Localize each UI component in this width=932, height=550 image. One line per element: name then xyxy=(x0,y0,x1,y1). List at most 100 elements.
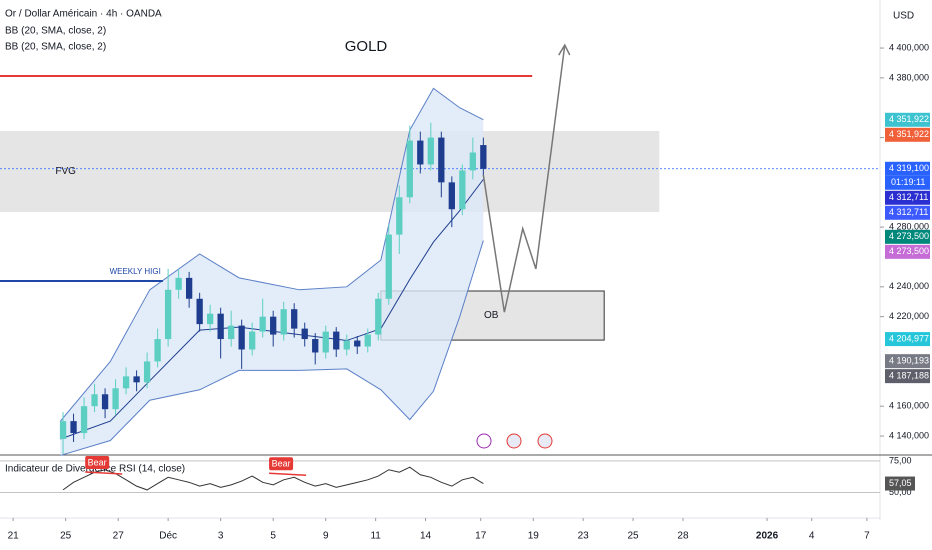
price-label-bg xyxy=(885,161,930,176)
candle-body xyxy=(206,313,214,325)
symbol: Or / Dollar Américain · 4h · OANDA xyxy=(5,9,162,20)
icon[interactable] xyxy=(476,433,492,449)
candle-body xyxy=(133,376,140,383)
candle-body xyxy=(406,140,413,198)
signal-label: Bear xyxy=(88,457,107,467)
price-label: 4 187,188 xyxy=(889,371,929,381)
candle-body xyxy=(238,325,245,350)
signal-line xyxy=(85,471,123,475)
candle-body xyxy=(469,152,476,171)
chart-title: GOLD xyxy=(345,38,388,55)
countdown-bg xyxy=(885,175,930,190)
candle-body xyxy=(333,331,340,350)
rsi-value: 57,05 xyxy=(889,478,912,488)
price-label-bg xyxy=(885,369,930,384)
price-label: 4 273,500 xyxy=(889,246,929,256)
price-label: 4 204,977 xyxy=(889,333,929,343)
signal-bg xyxy=(269,457,294,471)
candle-body xyxy=(322,331,329,353)
rsi-title: Indicateur de Divergence RSI (14, close) xyxy=(5,464,185,475)
candle-body xyxy=(80,406,88,434)
event-icons xyxy=(476,433,553,449)
y-tick-label: 4 240,000 xyxy=(889,281,929,291)
candle-body xyxy=(448,182,455,210)
price-label: 4 273,500 xyxy=(889,231,929,241)
candle-body xyxy=(301,328,308,340)
x-tick-label: 5 xyxy=(270,531,276,542)
y-tick-label: 75,00 xyxy=(889,455,912,465)
arrow-head xyxy=(558,43,571,56)
candle-body xyxy=(164,289,172,340)
y-tick-label: 50,00 xyxy=(889,487,912,497)
price-label-bg xyxy=(885,229,930,244)
band-upper xyxy=(60,87,484,422)
x-tick-label: 9 xyxy=(323,531,329,542)
signal-bg xyxy=(85,455,110,469)
signal-line xyxy=(269,472,307,476)
price-label: 4 312,711 xyxy=(889,207,928,217)
x-tick-label: 25 xyxy=(628,531,640,542)
candle-body xyxy=(175,277,182,290)
x-tick-label: 19 xyxy=(528,531,540,542)
candle-body xyxy=(312,339,319,353)
currency: USD xyxy=(893,11,914,22)
projection xyxy=(482,44,566,313)
y-tick-label: 4 380,000 xyxy=(889,72,929,82)
x-tick-label: 3 xyxy=(218,531,224,542)
x-tick-label: 14 xyxy=(420,531,432,542)
candle-body xyxy=(343,340,350,350)
price-label-bg xyxy=(885,205,930,220)
rsi-value-bg xyxy=(885,476,915,491)
x-tick-label: 7 xyxy=(864,531,870,542)
candle-body xyxy=(70,421,77,434)
candle-body xyxy=(438,137,445,183)
price-label-bg xyxy=(885,190,930,205)
y-tick-label: 4 160,000 xyxy=(889,401,929,411)
y-tick-label: 4 140,000 xyxy=(889,430,929,440)
candle-body xyxy=(385,234,392,299)
indicator: BB (20, SMA, close, 2) xyxy=(5,42,106,53)
y-tick-label: 4 400,000 xyxy=(889,42,929,52)
y-tick-label: 4 220,000 xyxy=(889,311,929,321)
zone xyxy=(0,131,660,213)
candle-body xyxy=(122,376,130,389)
price-label-bg xyxy=(885,354,930,369)
candle-body xyxy=(354,340,361,347)
candle-body xyxy=(427,137,434,165)
zone-label: FVG xyxy=(55,166,76,177)
x-tick-label: 4 xyxy=(809,531,815,542)
countdown: 01:19:11 xyxy=(891,177,925,187)
price-label: 4 319,100 xyxy=(889,163,929,173)
candle-body xyxy=(185,277,193,299)
candle-body xyxy=(375,298,382,335)
price-label: 4 351,922 xyxy=(889,114,929,124)
candle-body xyxy=(291,309,298,329)
x-tick-label: 27 xyxy=(113,531,125,542)
icon[interactable] xyxy=(506,433,522,449)
price-label: 4 351,922 xyxy=(889,129,929,139)
indicator: BB (20, SMA, close, 2) xyxy=(5,26,106,37)
price-label-bg xyxy=(885,112,930,127)
candle-body xyxy=(143,361,151,383)
level-label: WEEKLY HIGI xyxy=(110,267,161,276)
candle-body xyxy=(270,316,277,335)
zone-label: OB xyxy=(484,310,499,321)
candle-body xyxy=(101,394,109,410)
candle-body xyxy=(112,388,119,410)
candle-body xyxy=(396,197,403,235)
candle-body xyxy=(91,394,98,407)
price-label: 4 190,193 xyxy=(889,356,929,366)
candle-body xyxy=(217,313,224,340)
candle-body xyxy=(249,331,256,350)
candle-body xyxy=(480,145,487,169)
x-tick-label: 2026 xyxy=(756,531,779,542)
price-label-bg xyxy=(885,127,930,142)
price-label-bg xyxy=(885,244,930,259)
candle-body xyxy=(59,421,67,440)
x-tick-label: 17 xyxy=(475,531,487,542)
signal-label: Bear xyxy=(272,459,291,469)
x-tick-label: 28 xyxy=(677,531,689,542)
x-tick-label: Déc xyxy=(159,531,177,542)
icon[interactable] xyxy=(537,433,553,449)
